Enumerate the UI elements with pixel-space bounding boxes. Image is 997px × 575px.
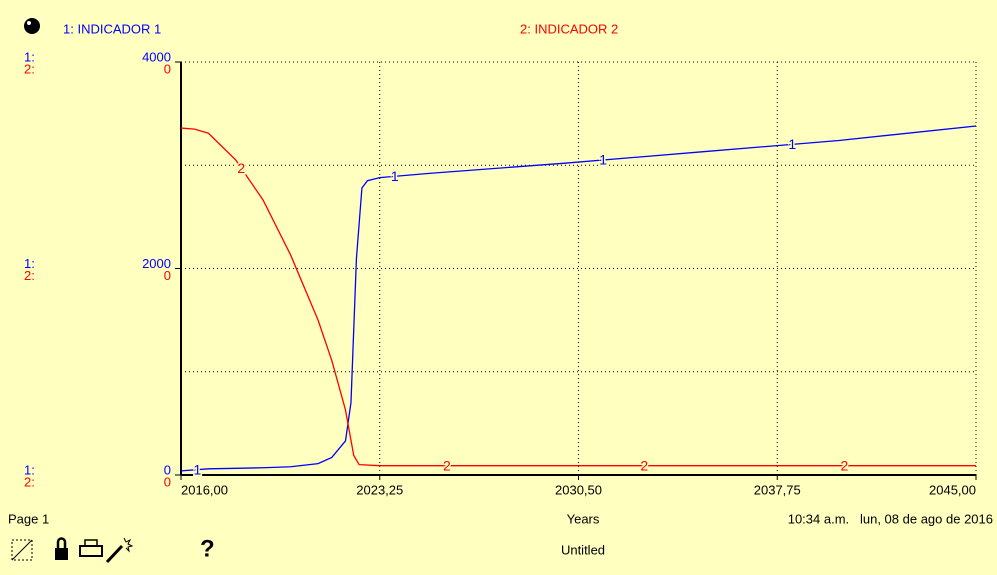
series-marker: 1 xyxy=(391,168,399,184)
series-line xyxy=(180,125,977,472)
toolbar xyxy=(11,537,134,564)
x-tick-label: 2030,50 xyxy=(555,482,602,497)
y-tick-label: 0 xyxy=(164,462,171,477)
graph-icon-shine xyxy=(27,21,31,25)
x-axis-label: Years xyxy=(567,511,600,526)
document-title: Untitled xyxy=(561,542,605,557)
series-marker: 1 xyxy=(788,136,796,152)
axis-prefix: 1: xyxy=(24,462,35,477)
print-tool-paper xyxy=(84,539,98,547)
y2-tick-label: 0 xyxy=(164,268,171,283)
scale-tool-line xyxy=(11,539,33,561)
x-tick-label: 2016,00 xyxy=(181,482,228,497)
timestamp: 10:34 a.m. lun, 08 de ago de 2016 xyxy=(788,511,993,526)
lock-shackle xyxy=(56,537,67,548)
wand-sparkle xyxy=(123,537,134,553)
wand-tool[interactable] xyxy=(105,544,124,564)
help-button[interactable]: ? xyxy=(200,535,215,562)
legend-entry: 2: INDICADOR 2 xyxy=(520,21,618,36)
series-marker: 1 xyxy=(599,152,607,168)
y2-tick-label: 0 xyxy=(164,61,171,76)
axis-prefix: 1: xyxy=(24,49,35,64)
axis-prefix: 2: xyxy=(24,268,35,283)
series-marker: 2 xyxy=(841,457,849,473)
series-line xyxy=(180,127,976,467)
series-marker: 1 xyxy=(194,461,202,477)
x-tick-label: 2037,75 xyxy=(754,482,801,497)
legend-entry: 1: INDICADOR 1 xyxy=(63,21,161,36)
graph-icon[interactable] xyxy=(24,18,40,34)
axis-prefix: 1: xyxy=(24,256,35,271)
y2-tick-label: 0 xyxy=(164,474,171,489)
y-tick-label: 2000 xyxy=(142,256,171,271)
y-tick-label: 4000 xyxy=(142,49,171,64)
scale-tool[interactable] xyxy=(11,539,33,561)
x-tick-label: 2045,00 xyxy=(929,482,976,497)
lock-tool[interactable] xyxy=(55,548,68,560)
x-tick-label: 2023,25 xyxy=(356,482,403,497)
series-marker: 2 xyxy=(640,457,648,473)
series-marker: 2 xyxy=(237,160,245,176)
axis-prefix: 2: xyxy=(24,61,35,76)
series-marker: 2 xyxy=(443,457,451,473)
page-label: Page 1 xyxy=(8,511,49,526)
axis-prefix: 2: xyxy=(24,474,35,489)
